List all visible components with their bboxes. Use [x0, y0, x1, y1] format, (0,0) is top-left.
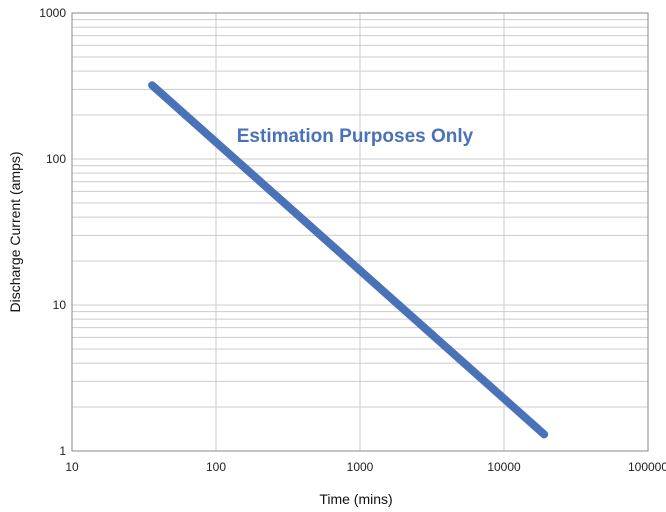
x-axis-title: Time (mins) — [319, 491, 392, 507]
y-tick-label: 100 — [46, 152, 66, 166]
y-tick-label: 1000 — [39, 6, 66, 20]
x-tick-label: 10 — [65, 460, 79, 474]
annotation-text: Estimation Purposes Only — [237, 126, 474, 147]
x-tick-label: 100000 — [628, 460, 666, 474]
series-line — [148, 81, 549, 439]
x-tick-labels: 10 100 1000 10000 100000 — [65, 460, 666, 474]
y-tick-label: 10 — [53, 298, 67, 312]
series-group — [148, 81, 549, 439]
y-tick-label: 1 — [59, 444, 66, 458]
x-tick-label: 10000 — [487, 460, 521, 474]
plot-frame — [71, 12, 649, 452]
x-tick-label: 1000 — [347, 460, 374, 474]
y-axis-title: Discharge Current (amps) — [7, 151, 23, 312]
x-tick-label: 100 — [206, 460, 226, 474]
y-tick-labels: 1 10 100 1000 — [39, 6, 66, 458]
